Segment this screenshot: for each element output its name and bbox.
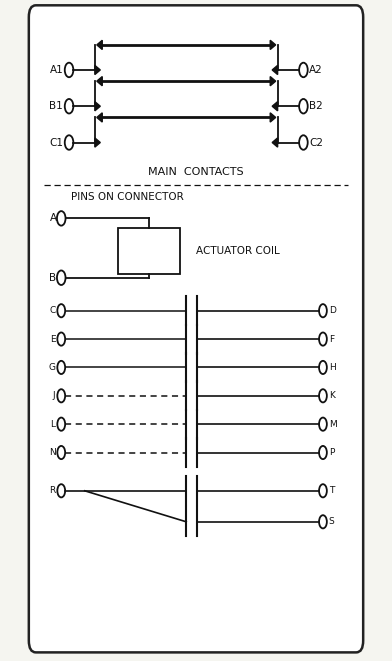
Bar (118, 228, 180, 274)
Text: S: S (329, 518, 334, 526)
Text: F: F (329, 334, 334, 344)
Text: J: J (53, 391, 55, 401)
Text: A1: A1 (49, 65, 63, 75)
Text: L: L (51, 420, 55, 429)
Text: ACTUATOR COIL: ACTUATOR COIL (196, 247, 280, 256)
Polygon shape (270, 40, 276, 50)
Text: E: E (50, 334, 55, 344)
Text: M: M (329, 420, 337, 429)
Text: T: T (329, 486, 334, 495)
Text: K: K (329, 391, 335, 401)
Text: B2: B2 (309, 101, 323, 111)
Text: A: A (49, 214, 56, 223)
Text: N: N (49, 448, 55, 457)
Polygon shape (97, 40, 102, 50)
Polygon shape (272, 65, 278, 75)
Text: P: P (329, 448, 334, 457)
Polygon shape (270, 77, 276, 86)
FancyBboxPatch shape (29, 5, 363, 652)
Text: MAIN  CONTACTS: MAIN CONTACTS (148, 167, 244, 177)
Polygon shape (97, 77, 102, 86)
Text: R: R (49, 486, 55, 495)
Polygon shape (272, 138, 278, 147)
Text: C: C (49, 306, 55, 315)
Polygon shape (272, 102, 278, 111)
Polygon shape (97, 113, 102, 122)
Text: C2: C2 (309, 137, 323, 147)
Polygon shape (270, 113, 276, 122)
Polygon shape (95, 65, 100, 75)
Text: G: G (48, 363, 55, 372)
Text: D: D (329, 306, 336, 315)
Text: H: H (329, 363, 336, 372)
Text: PINS ON CONNECTOR: PINS ON CONNECTOR (71, 192, 184, 202)
Text: B1: B1 (49, 101, 63, 111)
Text: A2: A2 (309, 65, 323, 75)
Polygon shape (95, 102, 100, 111)
Text: C1: C1 (49, 137, 63, 147)
Polygon shape (95, 138, 100, 147)
Text: B: B (49, 273, 56, 283)
